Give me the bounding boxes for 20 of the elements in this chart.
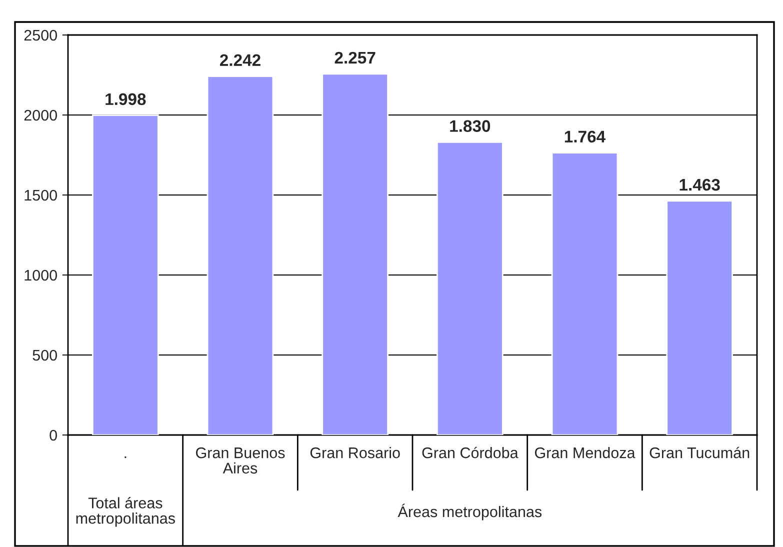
x-tick-label: Gran Buenos Aires <box>196 447 285 474</box>
y-tick-label: 0 <box>50 430 57 441</box>
data-label: 2.242 <box>220 54 260 66</box>
y-tick-label: 1000 <box>24 270 57 281</box>
data-label: 1.764 <box>564 130 606 143</box>
y-tick-label: 1500 <box>24 190 57 201</box>
data-label: 1.830 <box>450 120 490 132</box>
x-tick-label: Gran Córdoba <box>422 446 518 458</box>
text: Total áreas metropolitanas <box>76 497 175 527</box>
y-tick-label: 2500 <box>24 30 57 41</box>
data-label: 1.463 <box>680 178 720 191</box>
y-tick-label: 500 <box>32 350 57 361</box>
x-tick-label: Gran Mendoza <box>534 447 636 458</box>
x-tick-label: Gran Rosario <box>310 447 400 458</box>
text: Áreas metropolitanas <box>398 504 542 520</box>
x-tick-label: . <box>124 456 126 458</box>
x-tick-label: Gran Tucumán <box>650 446 750 458</box>
data-label: 2.257 <box>334 52 376 64</box>
y-tick-label: 2000 <box>24 110 57 121</box>
data-label: 1.998 <box>106 93 146 106</box>
